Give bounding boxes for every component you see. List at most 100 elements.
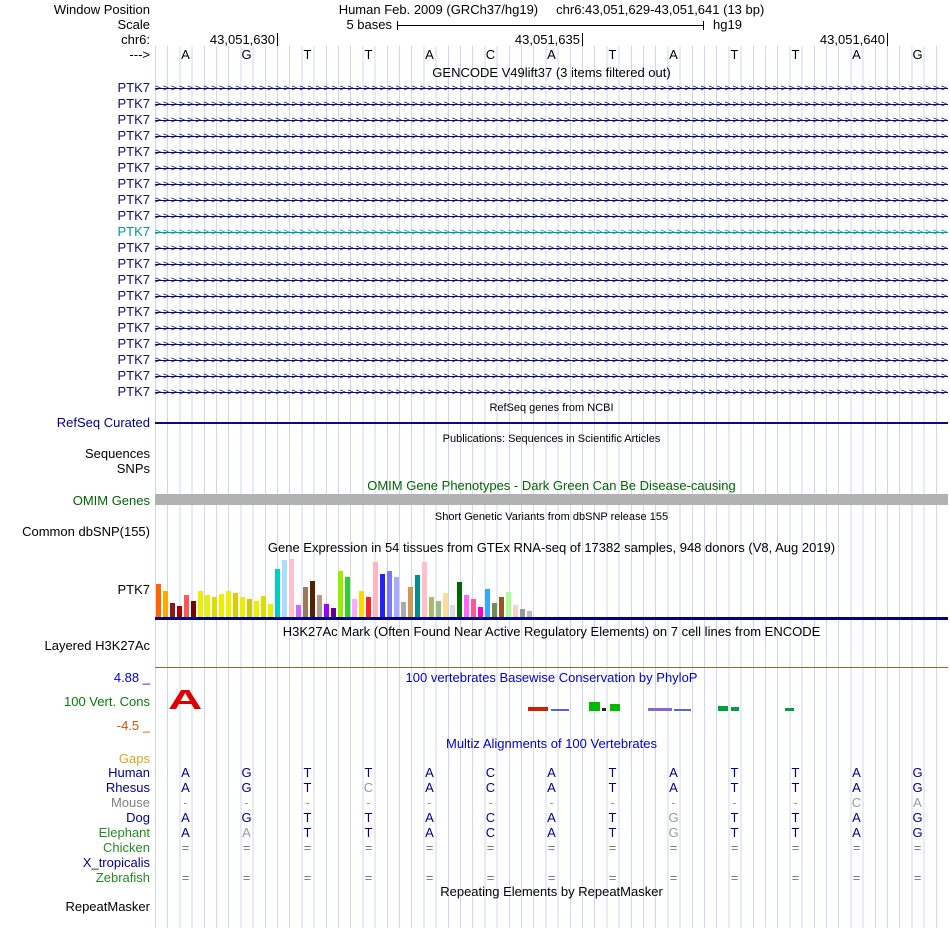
gtex-tissue-bar[interactable] bbox=[492, 603, 497, 617]
gtex-tissue-bar[interactable] bbox=[443, 593, 448, 617]
gencode-item-label[interactable]: PTK7 bbox=[117, 256, 150, 271]
gtex-tissue-bar[interactable] bbox=[310, 581, 315, 617]
gtex-track-title[interactable]: Gene Expression in 54 tissues from GTEx … bbox=[267, 540, 836, 555]
gencode-item-label[interactable]: PTK7 bbox=[117, 192, 150, 207]
gencode-transcript-row[interactable]: PTK7 >>>>>>>>>>>>>>>>>>>>>>>>>>>>>>>>>>>>… bbox=[0, 80, 950, 96]
gencode-transcript-row[interactable]: PTK7 >>>>>>>>>>>>>>>>>>>>>>>>>>>>>>>>>>>>… bbox=[0, 192, 950, 208]
h3k27ac-track-title[interactable]: H3K27Ac Mark (Often Found Near Active Re… bbox=[282, 624, 821, 639]
gencode-transcript-arrows[interactable]: >>>>>>>>>>>>>>>>>>>>>>>>>>>>>>>>>>>>>>>>… bbox=[155, 224, 948, 240]
gencode-item-label[interactable]: PTK7 bbox=[117, 144, 150, 159]
gencode-transcript-arrows[interactable]: >>>>>>>>>>>>>>>>>>>>>>>>>>>>>>>>>>>>>>>>… bbox=[155, 368, 948, 384]
gencode-transcript-row[interactable]: PTK7 >>>>>>>>>>>>>>>>>>>>>>>>>>>>>>>>>>>>… bbox=[0, 160, 950, 176]
gtex-tissue-bar[interactable] bbox=[338, 571, 343, 617]
gencode-transcript-arrows[interactable]: >>>>>>>>>>>>>>>>>>>>>>>>>>>>>>>>>>>>>>>>… bbox=[155, 336, 948, 352]
gtex-tissue-bar[interactable] bbox=[457, 582, 462, 617]
gtex-tissue-bar[interactable] bbox=[289, 559, 294, 617]
gencode-transcript-arrows[interactable]: >>>>>>>>>>>>>>>>>>>>>>>>>>>>>>>>>>>>>>>>… bbox=[155, 96, 948, 112]
gencode-transcript-row[interactable]: PTK7 >>>>>>>>>>>>>>>>>>>>>>>>>>>>>>>>>>>>… bbox=[0, 288, 950, 304]
gtex-tissue-bar[interactable] bbox=[219, 594, 224, 617]
gencode-transcript-arrows[interactable]: >>>>>>>>>>>>>>>>>>>>>>>>>>>>>>>>>>>>>>>>… bbox=[155, 192, 948, 208]
gtex-gene-label[interactable]: PTK7 bbox=[117, 582, 150, 597]
refseq-curated-label[interactable]: RefSeq Curated bbox=[56, 415, 150, 430]
gtex-tissue-bar[interactable] bbox=[359, 591, 364, 617]
phylop-track-title[interactable]: 100 vertebrates Basewise Conservation by… bbox=[405, 670, 698, 685]
refseq-track-title[interactable]: RefSeq genes from NCBI bbox=[489, 402, 614, 414]
gencode-transcript-arrows[interactable]: >>>>>>>>>>>>>>>>>>>>>>>>>>>>>>>>>>>>>>>>… bbox=[155, 160, 948, 176]
h3k27ac-label[interactable]: Layered H3K27Ac bbox=[44, 638, 150, 653]
gtex-tissue-bar[interactable] bbox=[352, 599, 357, 617]
gtex-tissue-bar[interactable] bbox=[226, 591, 231, 617]
gencode-transcript-row[interactable]: PTK7 >>>>>>>>>>>>>>>>>>>>>>>>>>>>>>>>>>>>… bbox=[0, 336, 950, 352]
gtex-tissue-bar[interactable] bbox=[296, 605, 301, 617]
gencode-transcript-arrows[interactable]: >>>>>>>>>>>>>>>>>>>>>>>>>>>>>>>>>>>>>>>>… bbox=[155, 304, 948, 320]
gencode-item-label[interactable]: PTK7 bbox=[117, 288, 150, 303]
phylop-conservation-plot[interactable]: A bbox=[155, 684, 948, 716]
gtex-tissue-bar[interactable] bbox=[156, 584, 161, 617]
gencode-transcript-row[interactable]: PTK7 >>>>>>>>>>>>>>>>>>>>>>>>>>>>>>>>>>>>… bbox=[0, 240, 950, 256]
gtex-tissue-bar[interactable] bbox=[499, 597, 504, 617]
gencode-item-label[interactable]: PTK7 bbox=[117, 304, 150, 319]
gtex-tissue-bar[interactable] bbox=[198, 591, 203, 617]
multiz-species-row[interactable]: Chicken = = = = = = = = = = = = = bbox=[0, 840, 950, 855]
multiz-species-row[interactable]: X_tropicalis bbox=[0, 855, 950, 870]
gencode-transcript-arrows[interactable]: >>>>>>>>>>>>>>>>>>>>>>>>>>>>>>>>>>>>>>>>… bbox=[155, 384, 948, 400]
gencode-transcript-row[interactable]: PTK7 >>>>>>>>>>>>>>>>>>>>>>>>>>>>>>>>>>>>… bbox=[0, 304, 950, 320]
sequence-row[interactable]: ---> A G T T A C A T A T T A G bbox=[0, 47, 950, 63]
gencode-transcript-arrows[interactable]: >>>>>>>>>>>>>>>>>>>>>>>>>>>>>>>>>>>>>>>>… bbox=[155, 320, 948, 336]
gencode-transcript-row[interactable]: PTK7 >>>>>>>>>>>>>>>>>>>>>>>>>>>>>>>>>>>>… bbox=[0, 256, 950, 272]
gtex-tissue-bar[interactable] bbox=[527, 611, 532, 617]
gtex-tissue-bar[interactable] bbox=[450, 605, 455, 617]
gencode-transcript-arrows[interactable]: >>>>>>>>>>>>>>>>>>>>>>>>>>>>>>>>>>>>>>>>… bbox=[155, 256, 948, 272]
gencode-transcript-row[interactable]: PTK7 >>>>>>>>>>>>>>>>>>>>>>>>>>>>>>>>>>>>… bbox=[0, 272, 950, 288]
gtex-tissue-bar[interactable] bbox=[282, 560, 287, 617]
species-label[interactable]: Rhesus bbox=[105, 780, 150, 795]
gencode-transcript-arrows[interactable]: >>>>>>>>>>>>>>>>>>>>>>>>>>>>>>>>>>>>>>>>… bbox=[155, 128, 948, 144]
gtex-tissue-bar[interactable] bbox=[261, 596, 266, 617]
phylop-label[interactable]: 100 Vert. Cons bbox=[64, 694, 150, 709]
gencode-transcript-row[interactable]: PTK7 >>>>>>>>>>>>>>>>>>>>>>>>>>>>>>>>>>>>… bbox=[0, 144, 950, 160]
gtex-tissue-bar[interactable] bbox=[520, 609, 525, 617]
species-label[interactable]: Zebrafish bbox=[95, 870, 150, 885]
multiz-gaps-label[interactable]: Gaps bbox=[118, 751, 150, 766]
gencode-item-label[interactable]: PTK7 bbox=[117, 352, 150, 367]
gencode-item-label[interactable]: PTK7 bbox=[117, 160, 150, 175]
gtex-tissue-bar[interactable] bbox=[387, 571, 392, 617]
gencode-item-label[interactable]: PTK7 bbox=[117, 128, 150, 143]
repeatmasker-label[interactable]: RepeatMasker bbox=[65, 899, 150, 914]
gtex-tissue-bar[interactable] bbox=[485, 589, 490, 617]
omim-track-title[interactable]: OMIM Gene Phenotypes - Dark Green Can Be… bbox=[367, 478, 736, 493]
gencode-transcript-row[interactable]: PTK7 >>>>>>>>>>>>>>>>>>>>>>>>>>>>>>>>>>>>… bbox=[0, 224, 950, 240]
gtex-tissue-bar[interactable] bbox=[303, 587, 308, 617]
gencode-transcript-arrows[interactable]: >>>>>>>>>>>>>>>>>>>>>>>>>>>>>>>>>>>>>>>>… bbox=[155, 144, 948, 160]
gtex-tissue-bar[interactable] bbox=[436, 601, 441, 617]
gtex-tissue-bar[interactable] bbox=[401, 602, 406, 617]
refseq-gene-item[interactable] bbox=[155, 422, 948, 424]
multiz-species-row[interactable]: Human A G T T A C A T A T T A G bbox=[0, 765, 950, 780]
gtex-tissue-bar[interactable] bbox=[268, 604, 273, 617]
gtex-tissue-bar[interactable] bbox=[366, 597, 371, 617]
gencode-transcript-row[interactable]: PTK7 >>>>>>>>>>>>>>>>>>>>>>>>>>>>>>>>>>>>… bbox=[0, 176, 950, 192]
omim-genes-label[interactable]: OMIM Genes bbox=[72, 493, 150, 508]
gencode-transcript-arrows[interactable]: >>>>>>>>>>>>>>>>>>>>>>>>>>>>>>>>>>>>>>>>… bbox=[155, 288, 948, 304]
gtex-tissue-bar[interactable] bbox=[429, 597, 434, 617]
gencode-transcript-row[interactable]: PTK7 >>>>>>>>>>>>>>>>>>>>>>>>>>>>>>>>>>>>… bbox=[0, 320, 950, 336]
gtex-tissue-bar[interactable] bbox=[394, 577, 399, 617]
gencode-transcript-row[interactable]: PTK7 >>>>>>>>>>>>>>>>>>>>>>>>>>>>>>>>>>>>… bbox=[0, 208, 950, 224]
multiz-species-row[interactable]: Mouse - - - - - - - - - - - C A bbox=[0, 795, 950, 810]
gencode-transcript-row[interactable]: PTK7 >>>>>>>>>>>>>>>>>>>>>>>>>>>>>>>>>>>>… bbox=[0, 384, 950, 400]
gtex-tissue-bar[interactable] bbox=[380, 574, 385, 617]
gencode-item-label[interactable]: PTK7 bbox=[117, 80, 150, 95]
gtex-tissue-bar[interactable] bbox=[254, 601, 259, 617]
species-label[interactable]: Chicken bbox=[103, 840, 150, 855]
gtex-tissue-bar[interactable] bbox=[324, 604, 329, 617]
gtex-tissue-bar[interactable] bbox=[331, 608, 336, 617]
species-label[interactable]: Human bbox=[108, 765, 150, 780]
multiz-species-row[interactable]: Dog A G T T A C A T G T T A G bbox=[0, 810, 950, 825]
gencode-item-label[interactable]: PTK7 bbox=[117, 96, 150, 111]
gencode-item-label[interactable]: PTK7 bbox=[117, 384, 150, 399]
omim-gene-item[interactable] bbox=[155, 494, 948, 505]
gtex-tissue-bar[interactable] bbox=[422, 562, 427, 617]
gtex-tissue-bar[interactable] bbox=[408, 587, 413, 617]
gencode-item-label[interactable]: PTK7 bbox=[117, 112, 150, 127]
gtex-tissue-bar[interactable] bbox=[212, 597, 217, 617]
